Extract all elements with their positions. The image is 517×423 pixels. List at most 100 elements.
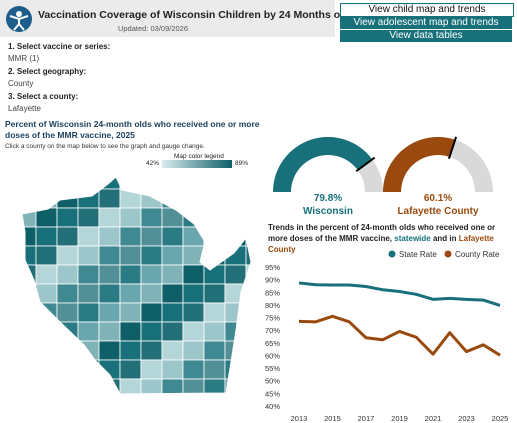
gauge-value: 60.1% xyxy=(424,193,452,204)
county xyxy=(203,207,226,228)
county xyxy=(56,302,79,323)
gauge-label: Wisconsin xyxy=(303,206,353,217)
county xyxy=(119,264,142,285)
county xyxy=(99,398,120,417)
control-label: 2. Select geography: xyxy=(8,67,87,76)
county xyxy=(22,207,37,228)
county xyxy=(140,378,163,394)
county xyxy=(77,302,100,323)
county xyxy=(140,207,163,228)
county xyxy=(119,359,142,380)
county xyxy=(119,321,142,342)
county xyxy=(77,359,100,380)
county xyxy=(119,378,142,394)
y-tick-label: 95% xyxy=(265,263,280,272)
gauge-label: Lafayette County xyxy=(397,206,479,217)
county xyxy=(245,302,251,323)
county xyxy=(245,245,251,266)
county xyxy=(15,398,36,417)
nav-button[interactable]: View data tables xyxy=(340,30,512,42)
county xyxy=(203,359,226,380)
county xyxy=(22,340,37,361)
county xyxy=(161,302,184,323)
county xyxy=(203,378,226,394)
control-label: 1. Select vaccine or series: xyxy=(8,42,111,51)
county xyxy=(182,188,205,209)
title-part: Lafayette County xyxy=(268,234,494,254)
nav-button[interactable]: View child map and trends xyxy=(340,3,514,17)
county xyxy=(119,207,142,228)
county xyxy=(56,226,79,247)
county xyxy=(140,245,163,266)
x-tick-label: 2023 xyxy=(458,414,475,423)
county xyxy=(203,177,226,190)
x-tick-label: 2021 xyxy=(425,414,442,423)
county xyxy=(224,207,247,228)
county xyxy=(246,398,267,417)
county xyxy=(35,264,58,285)
series-line xyxy=(298,281,501,307)
county xyxy=(224,188,247,209)
county xyxy=(35,226,58,247)
county xyxy=(161,283,184,304)
y-tick-label: 65% xyxy=(265,339,280,348)
county xyxy=(161,340,184,361)
county xyxy=(57,398,78,417)
county xyxy=(245,207,251,228)
county xyxy=(245,177,251,190)
series-line xyxy=(298,314,501,357)
county xyxy=(182,340,205,361)
county xyxy=(56,177,79,190)
county xyxy=(182,177,205,190)
y-tick-label: 90% xyxy=(265,276,280,285)
county xyxy=(182,283,205,304)
county xyxy=(224,245,247,266)
county xyxy=(77,378,100,394)
county xyxy=(56,378,79,394)
map xyxy=(15,177,267,417)
x-tick-label: 2019 xyxy=(391,414,408,423)
county xyxy=(161,245,184,266)
county xyxy=(203,340,226,361)
y-tick-label: 85% xyxy=(265,288,280,297)
county xyxy=(56,264,79,285)
x-tick-label: 2013 xyxy=(291,414,308,423)
county xyxy=(98,245,121,266)
county xyxy=(225,398,246,417)
county xyxy=(182,264,205,285)
county xyxy=(161,188,184,209)
county xyxy=(245,321,251,342)
county xyxy=(161,207,184,228)
county xyxy=(224,226,247,247)
county xyxy=(22,359,37,380)
title-part: and in xyxy=(430,234,459,243)
county xyxy=(35,359,58,380)
control-value[interactable]: County xyxy=(8,79,34,88)
county xyxy=(119,177,142,190)
logo-figure xyxy=(9,15,29,31)
county xyxy=(161,264,184,285)
county xyxy=(162,398,183,417)
header-band xyxy=(0,0,335,37)
updated: Updated: 03/09/2026 xyxy=(117,24,189,33)
map-title: Percent of Wisconsin 24-month olds who r… xyxy=(5,119,260,140)
y-tick-label: 45% xyxy=(265,389,280,398)
county xyxy=(140,188,163,209)
county xyxy=(77,207,100,228)
x-tick-label: 2015 xyxy=(324,414,341,423)
county xyxy=(224,302,247,323)
legend-marker xyxy=(444,250,452,258)
county xyxy=(119,226,142,247)
gauge-needle xyxy=(447,136,458,160)
control-value[interactable]: MMR (1) xyxy=(8,54,40,63)
control-value[interactable]: Lafayette xyxy=(8,104,41,113)
county xyxy=(140,359,163,380)
y-tick-label: 80% xyxy=(265,301,280,310)
nav-button[interactable]: View adolescent map and trends xyxy=(340,17,512,29)
county xyxy=(140,302,163,323)
county xyxy=(98,226,121,247)
county xyxy=(77,264,100,285)
county xyxy=(98,207,121,228)
